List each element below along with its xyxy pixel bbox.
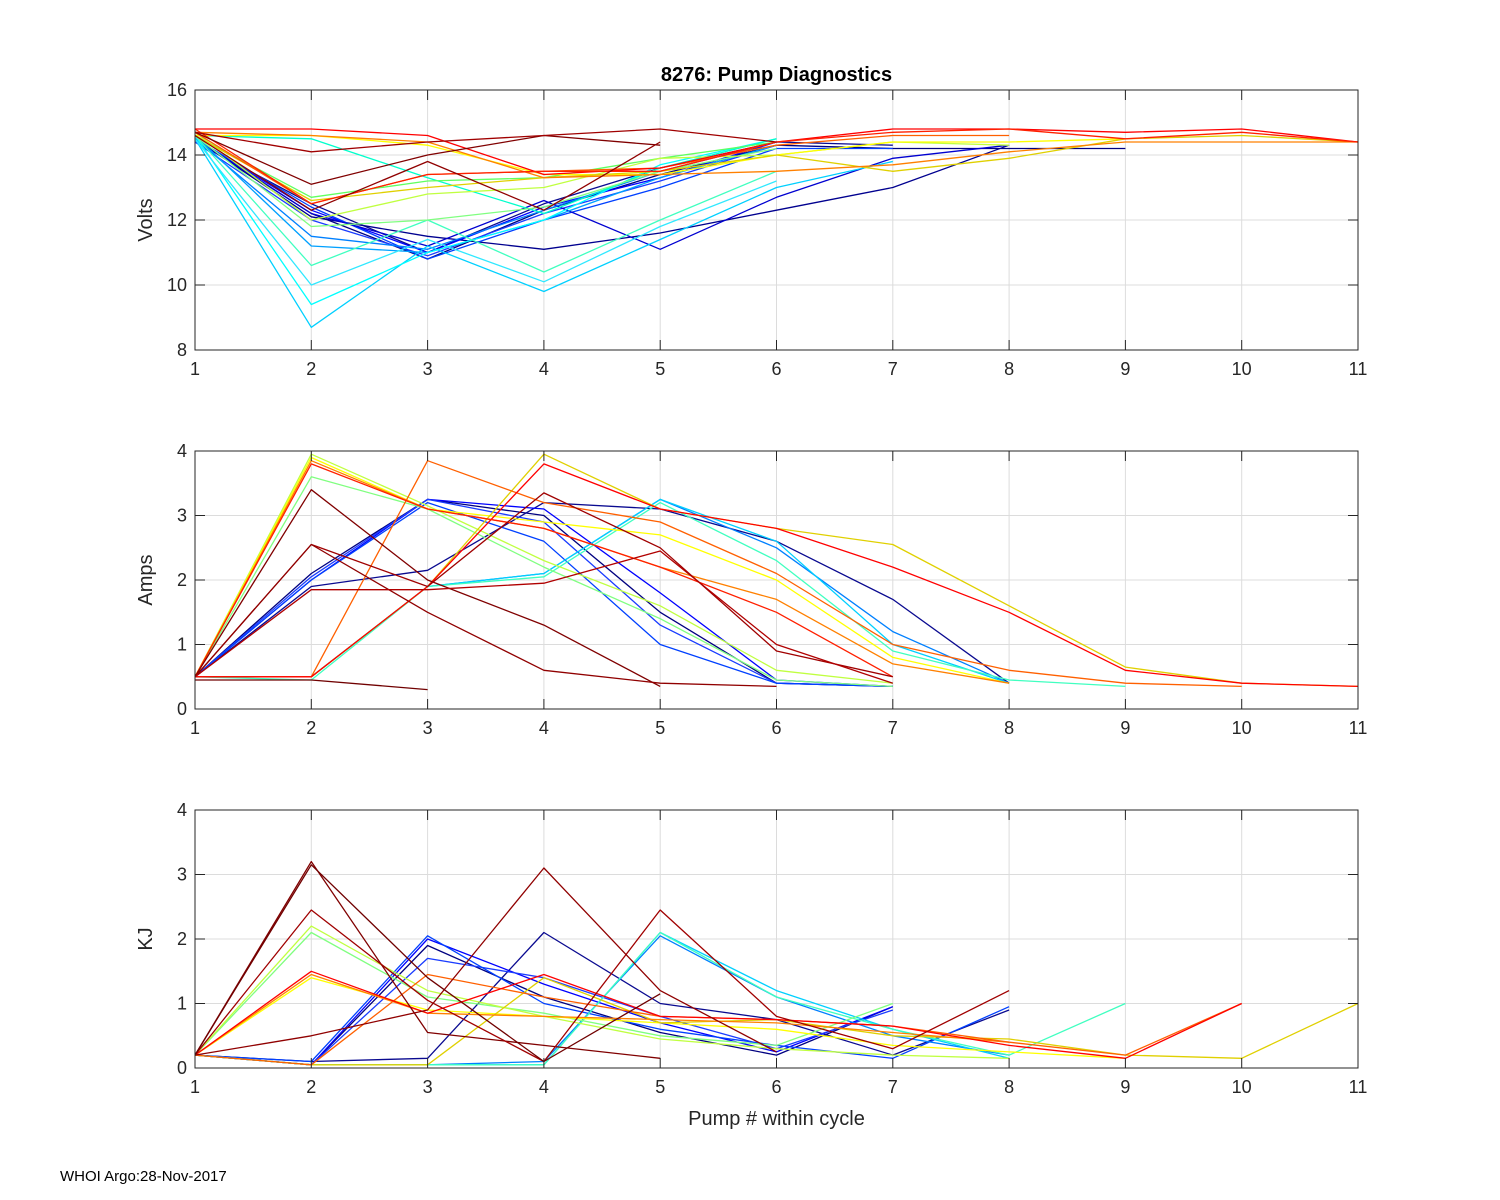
series-line-cyan-1 xyxy=(194,138,893,328)
series-line-maroon-1 xyxy=(194,131,661,185)
y-tick-label: 4 xyxy=(177,441,187,461)
series-line-aqua-1 xyxy=(194,501,1126,688)
series-line-green-1 xyxy=(194,476,893,688)
series-line-blue-4 xyxy=(194,138,1010,250)
y-tick-label: 1 xyxy=(177,635,187,655)
series-line-navy-3 xyxy=(194,138,1010,250)
y-axis-label: Amps xyxy=(135,554,157,605)
y-tick-label: 12 xyxy=(167,210,187,230)
x-tick-label: 5 xyxy=(655,359,665,379)
series-line-orange-1 xyxy=(194,973,1010,1056)
x-tick-label: 6 xyxy=(771,1077,781,1097)
y-tick-label: 3 xyxy=(177,506,187,526)
y-tick-label: 0 xyxy=(177,1058,187,1078)
series-line-maroon-4 xyxy=(194,864,661,1063)
y-tick-label: 8 xyxy=(177,340,187,360)
y-tick-label: 0 xyxy=(177,699,187,719)
series-line-orange-1 xyxy=(194,131,1358,179)
x-tick-label: 5 xyxy=(655,1077,665,1097)
chart-title: 8276: Pump Diagnostics xyxy=(661,64,892,86)
y-tick-label: 3 xyxy=(177,865,187,885)
x-tick-label: 3 xyxy=(423,1077,433,1097)
series-line-maroon-1 xyxy=(194,860,661,1059)
series-line-blue-3 xyxy=(194,501,893,688)
x-tick-label: 1 xyxy=(190,359,200,379)
x-tick-label: 2 xyxy=(306,718,316,738)
y-tick-label: 4 xyxy=(177,800,187,820)
x-tick-label: 10 xyxy=(1232,359,1252,379)
series-line-green-2 xyxy=(194,134,777,198)
x-tick-label: 3 xyxy=(423,359,433,379)
series-line-red-1 xyxy=(195,463,1359,688)
x-tick-label: 11 xyxy=(1349,1077,1368,1097)
x-tick-label: 7 xyxy=(888,718,898,738)
y-tick-label: 10 xyxy=(167,275,187,295)
x-tick-label: 3 xyxy=(423,718,433,738)
series-line-orange-2 xyxy=(195,460,1242,688)
series-line-blue-3 xyxy=(194,935,1010,1063)
y-tick-label: 16 xyxy=(167,80,187,100)
y-tick-label: 14 xyxy=(167,145,187,165)
x-axis-label: Pump # within cycle xyxy=(688,1108,865,1130)
x-tick-label: 8 xyxy=(1004,359,1014,379)
x-tick-label: 5 xyxy=(655,718,665,738)
y-axis-label: Volts xyxy=(135,198,157,241)
series-line-cyan-2 xyxy=(194,135,777,306)
series-line-maroon-1 xyxy=(194,489,661,687)
series-line-yellow-1 xyxy=(194,456,1010,684)
series-line-cyan-3 xyxy=(194,138,777,286)
x-tick-label: 1 xyxy=(190,1077,200,1097)
series-line-green-1 xyxy=(194,134,777,228)
series-line-aqua-1 xyxy=(194,135,777,273)
x-tick-label: 8 xyxy=(1004,718,1014,738)
x-tick-label: 4 xyxy=(539,718,549,738)
x-tick-label: 11 xyxy=(1349,718,1368,738)
x-tick-label: 10 xyxy=(1232,718,1252,738)
series-line-red-2 xyxy=(194,463,894,678)
series-line-maroon-2 xyxy=(194,128,777,153)
y-tick-label: 2 xyxy=(177,929,187,949)
x-tick-label: 9 xyxy=(1120,359,1130,379)
series-line-maroon-3 xyxy=(194,867,777,1056)
x-tick-label: 10 xyxy=(1232,1077,1252,1097)
x-tick-label: 9 xyxy=(1120,718,1130,738)
series-line-navy-2 xyxy=(194,501,1010,684)
y-tick-label: 1 xyxy=(177,994,187,1014)
series-line-maroon-3 xyxy=(194,543,777,688)
x-tick-label: 7 xyxy=(888,359,898,379)
x-tick-label: 2 xyxy=(306,1077,316,1097)
footer-timestamp: WHOI Argo:28-Nov-2017 xyxy=(60,1168,227,1185)
series-line-navy-2 xyxy=(194,931,1010,1063)
x-tick-label: 7 xyxy=(888,1077,898,1097)
series-line-blue-2 xyxy=(194,141,777,257)
series-line-yellow-2 xyxy=(194,134,1359,202)
series-line-maroon-4 xyxy=(195,679,428,691)
series-line-red-1 xyxy=(194,970,1242,1059)
y-axis-label: KJ xyxy=(135,927,157,950)
x-tick-label: 6 xyxy=(771,718,781,738)
x-tick-label: 6 xyxy=(771,359,781,379)
series-line-green-1 xyxy=(194,931,894,1056)
x-tick-label: 11 xyxy=(1349,359,1368,379)
x-tick-label: 4 xyxy=(539,1077,549,1097)
x-tick-label: 8 xyxy=(1004,1077,1014,1097)
series-line-maroon-5 xyxy=(194,550,894,684)
series-line-maroon-2 xyxy=(194,909,1010,1063)
series-line-maroon-3 xyxy=(194,134,661,211)
x-tick-label: 1 xyxy=(190,718,200,738)
x-tick-label: 2 xyxy=(306,359,316,379)
x-tick-label: 4 xyxy=(539,359,549,379)
x-tick-label: 9 xyxy=(1120,1077,1130,1097)
y-tick-label: 2 xyxy=(177,570,187,590)
